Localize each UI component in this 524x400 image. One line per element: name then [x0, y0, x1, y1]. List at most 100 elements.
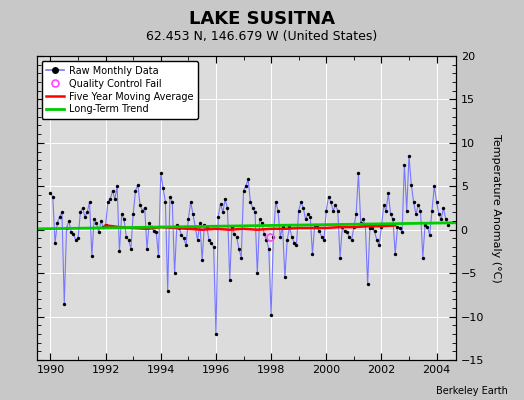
Point: [442, 216, 450, 222]
Point: [191, 224, 200, 230]
Text: Berkeley Earth: Berkeley Earth: [436, 386, 508, 396]
Point: [361, 222, 369, 228]
Point: [278, 224, 287, 230]
Point: [274, 208, 282, 214]
Point: [111, 196, 119, 202]
Point: [288, 234, 296, 240]
Point: [354, 170, 363, 176]
Point: [67, 229, 75, 236]
Point: [269, 234, 278, 240]
Point: [157, 170, 165, 176]
Point: [56, 214, 64, 220]
Point: [379, 202, 388, 208]
Point: [51, 240, 59, 246]
Point: [122, 234, 130, 240]
Point: [205, 237, 213, 243]
Point: [94, 229, 103, 236]
Point: [225, 277, 234, 283]
Point: [322, 208, 331, 214]
Point: [46, 190, 54, 196]
Point: [402, 208, 411, 214]
Point: [251, 209, 259, 216]
Point: [138, 208, 147, 214]
Point: [239, 188, 248, 194]
Point: [308, 251, 316, 257]
Point: [177, 232, 185, 238]
Point: [230, 231, 238, 237]
Point: [193, 237, 202, 243]
Point: [187, 199, 195, 205]
Point: [97, 218, 105, 224]
Point: [318, 234, 326, 240]
Point: [407, 181, 416, 188]
Legend: Raw Monthly Data, Quality Control Fail, Five Year Moving Average, Long-Term Tren: Raw Monthly Data, Quality Control Fail, …: [41, 61, 198, 119]
Point: [200, 221, 209, 228]
Point: [364, 280, 372, 287]
Point: [265, 246, 273, 252]
Point: [416, 208, 424, 214]
Point: [258, 220, 266, 226]
Point: [368, 225, 376, 231]
Point: [437, 216, 445, 222]
Point: [419, 254, 427, 261]
Point: [366, 225, 374, 231]
Point: [320, 237, 328, 243]
Point: [409, 199, 418, 205]
Point: [129, 211, 137, 217]
Point: [152, 229, 160, 236]
Point: [127, 246, 135, 252]
Point: [72, 237, 80, 243]
Point: [396, 225, 404, 231]
Y-axis label: Temperature Anomaly (°C): Temperature Anomaly (°C): [491, 134, 501, 282]
Point: [350, 224, 358, 230]
Point: [260, 231, 268, 237]
Point: [69, 231, 78, 237]
Point: [283, 237, 291, 243]
Point: [53, 220, 61, 226]
Point: [373, 237, 381, 243]
Point: [195, 220, 204, 226]
Point: [370, 228, 379, 235]
Point: [92, 220, 101, 226]
Point: [430, 183, 439, 190]
Point: [90, 216, 99, 222]
Point: [154, 252, 162, 259]
Point: [175, 225, 183, 231]
Point: [428, 208, 436, 214]
Point: [352, 211, 361, 217]
Point: [143, 246, 151, 252]
Point: [359, 216, 367, 222]
Point: [334, 208, 342, 214]
Point: [170, 270, 179, 276]
Point: [386, 211, 395, 217]
Point: [219, 209, 227, 216]
Point: [336, 254, 344, 261]
Point: [104, 199, 112, 205]
Point: [412, 211, 420, 217]
Point: [281, 274, 289, 281]
Point: [108, 188, 117, 194]
Point: [414, 202, 422, 208]
Point: [343, 229, 351, 236]
Point: [182, 242, 190, 248]
Point: [304, 211, 312, 217]
Point: [389, 216, 397, 222]
Point: [79, 205, 87, 211]
Point: [377, 224, 386, 230]
Point: [235, 246, 243, 252]
Point: [166, 194, 174, 200]
Point: [423, 224, 432, 230]
Point: [382, 208, 390, 214]
Point: [163, 287, 172, 294]
Point: [113, 183, 122, 190]
Point: [221, 196, 230, 202]
Point: [267, 312, 275, 318]
Point: [223, 205, 232, 211]
Point: [405, 153, 413, 159]
Point: [203, 224, 211, 230]
Point: [306, 214, 314, 220]
Point: [212, 331, 220, 337]
Point: [216, 200, 225, 207]
Point: [444, 221, 452, 228]
Point: [394, 224, 402, 230]
